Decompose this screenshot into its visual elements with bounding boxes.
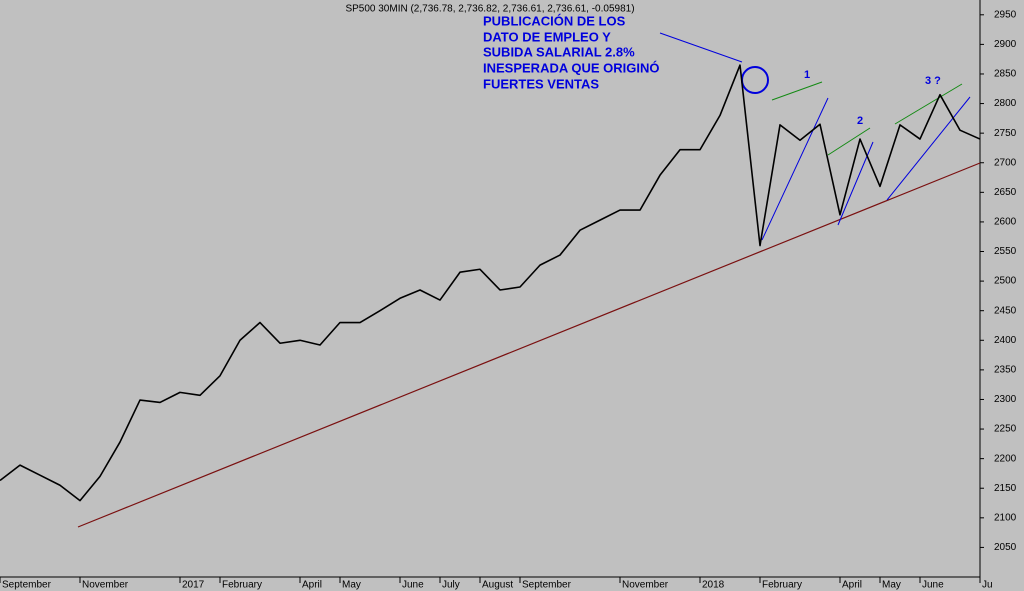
y-tick-label: 2550 xyxy=(994,246,1017,257)
annotation: INESPERADA QUE ORIGINÓ xyxy=(483,60,659,75)
y-tick-label: 2500 xyxy=(994,276,1017,287)
x-tick-label: February xyxy=(762,580,802,591)
annotation: PUBLICACIÓN DE LOS xyxy=(483,13,626,28)
y-tick-label: 2100 xyxy=(994,512,1017,523)
x-tick-label: May xyxy=(342,580,361,591)
trend-line xyxy=(77,162,981,528)
x-tick-label: November xyxy=(82,580,129,591)
y-tick-label: 2900 xyxy=(994,39,1017,50)
y-tick-label: 2200 xyxy=(994,453,1017,464)
blue-channel xyxy=(886,96,971,201)
y-tick-label: 2650 xyxy=(994,187,1017,198)
pointer-line xyxy=(659,32,743,63)
x-tick-label: 2018 xyxy=(702,580,725,591)
wave-label: 2 xyxy=(857,115,863,127)
x-tick-label: November xyxy=(622,580,669,591)
wave-label: 1 xyxy=(804,69,810,81)
x-tick-label: Ju xyxy=(982,580,993,591)
y-tick-label: 2400 xyxy=(994,335,1017,346)
wave-label: 3 ? xyxy=(925,75,941,87)
y-tick-label: 2300 xyxy=(994,394,1017,405)
green-channel xyxy=(827,127,871,156)
x-tick-label: 2017 xyxy=(182,580,205,591)
x-tick-label: July xyxy=(442,580,460,591)
x-tick-label: August xyxy=(482,580,513,591)
blue-channel xyxy=(761,97,829,241)
y-tick-label: 2800 xyxy=(994,98,1017,109)
y-tick-label: 2600 xyxy=(994,217,1017,228)
x-tick-label: June xyxy=(402,580,424,591)
y-tick-label: 2700 xyxy=(994,157,1017,168)
x-tick-label: September xyxy=(2,580,52,591)
green-channel xyxy=(894,83,963,125)
annotation: FUERTES VENTAS xyxy=(483,76,599,91)
annotation: DATO DE EMPLEO Y xyxy=(483,29,611,44)
y-tick-label: 2250 xyxy=(994,424,1017,435)
chart-title: SP500 30MIN (2,736.78, 2,736.82, 2,736.6… xyxy=(345,4,634,15)
x-tick-label: April xyxy=(302,580,322,591)
x-tick-label: April xyxy=(842,580,862,591)
x-tick-label: September xyxy=(522,580,572,591)
green-channel xyxy=(771,81,823,101)
x-tick-label: May xyxy=(882,580,901,591)
y-tick-label: 2150 xyxy=(994,483,1017,494)
y-tick-label: 2850 xyxy=(994,69,1017,80)
y-tick-label: 2050 xyxy=(994,542,1017,553)
annotation: SUBIDA SALARIAL 2.8% xyxy=(483,44,635,59)
y-tick-label: 2750 xyxy=(994,128,1017,139)
price-line xyxy=(0,64,981,502)
x-tick-label: February xyxy=(222,580,262,591)
y-tick-label: 2350 xyxy=(994,365,1017,376)
y-tick-label: 2950 xyxy=(994,9,1017,20)
y-tick-label: 2450 xyxy=(994,305,1017,316)
x-tick-label: June xyxy=(922,580,944,591)
